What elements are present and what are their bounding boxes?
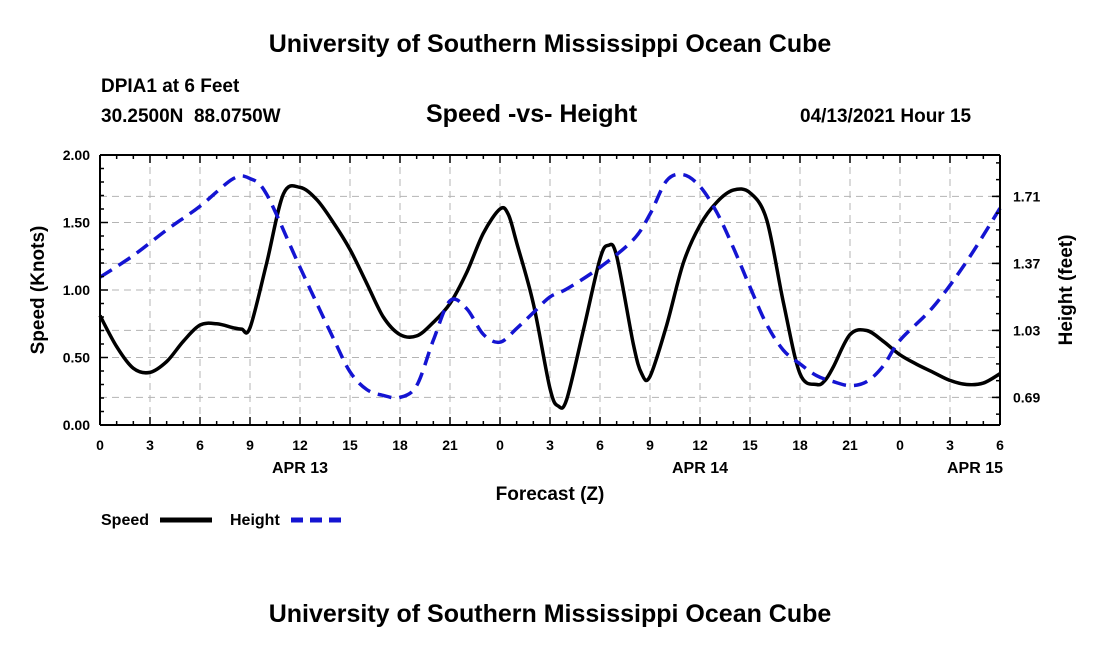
y-tick-label: 2.00 — [63, 147, 90, 163]
x-tick-label: 15 — [742, 437, 758, 453]
x-tick-label: 6 — [596, 437, 604, 453]
series-layer — [98, 172, 1002, 410]
chart-title: Speed -vs- Height — [426, 100, 638, 128]
y2-tick-label: 1.71 — [1013, 188, 1040, 204]
footer-title: University of Southern Mississippi Ocean… — [268, 600, 832, 628]
x-tick-label: 0 — [96, 437, 104, 453]
date-label: APR 15 — [947, 460, 1003, 477]
run-date: 04/13/2021 Hour 15 — [800, 106, 972, 127]
x-tick-label: 9 — [246, 437, 254, 453]
station-coordinates: 30.2500N 88.0750W — [101, 106, 281, 127]
x-tick-label: 3 — [546, 437, 554, 453]
axes: 0 3 6 9 12 15 18 21 0 3 6 9 12 15 18 21 0 3 6 APR 13 APR 14 A… — [28, 147, 1077, 505]
x-tick-label: 15 — [342, 437, 358, 453]
y-tick-label: 0.50 — [63, 350, 90, 366]
date-label: APR 14 — [672, 460, 728, 477]
x-tick-label: 3 — [946, 437, 954, 453]
x-tick-label: 12 — [292, 437, 308, 453]
x-tick-label: 0 — [496, 437, 504, 453]
y-tick-label: 0.00 — [63, 417, 90, 433]
x-tick-label: 21 — [442, 437, 458, 453]
x-tick-label: 18 — [792, 437, 808, 453]
x-axis-title: Forecast (Z) — [496, 484, 605, 505]
y-tick-label: 1.00 — [63, 282, 90, 298]
x-tick-label: 12 — [692, 437, 708, 453]
x-tick-label: 0 — [896, 437, 904, 453]
legend-height-label: Height — [230, 512, 280, 529]
station-name: DPIA1 at 6 Feet — [101, 76, 240, 97]
x-tick-label: 6 — [996, 437, 1004, 453]
legend-speed-label: Speed — [101, 512, 149, 529]
y2-tick-label: 1.03 — [1013, 322, 1040, 338]
x-tick-label: 21 — [842, 437, 858, 453]
legend: Speed Height — [101, 512, 343, 529]
x-tick-label: 3 — [146, 437, 154, 453]
page-title: University of Southern Mississippi Ocean… — [268, 30, 832, 58]
x-tick-label: 6 — [196, 437, 204, 453]
x-tick-label: 9 — [646, 437, 654, 453]
x-tick-label: 18 — [392, 437, 408, 453]
y2-axis-title: Height (feet) — [1056, 235, 1077, 346]
y2-tick-label: 0.69 — [1013, 389, 1040, 405]
y-axis-title: Speed (Knots) — [28, 226, 49, 355]
series-line-speed — [98, 183, 1001, 410]
series-line-height — [99, 172, 1002, 400]
y2-tick-label: 1.37 — [1013, 255, 1040, 271]
date-label: APR 13 — [272, 460, 328, 477]
y-tick-label: 1.50 — [63, 215, 90, 231]
